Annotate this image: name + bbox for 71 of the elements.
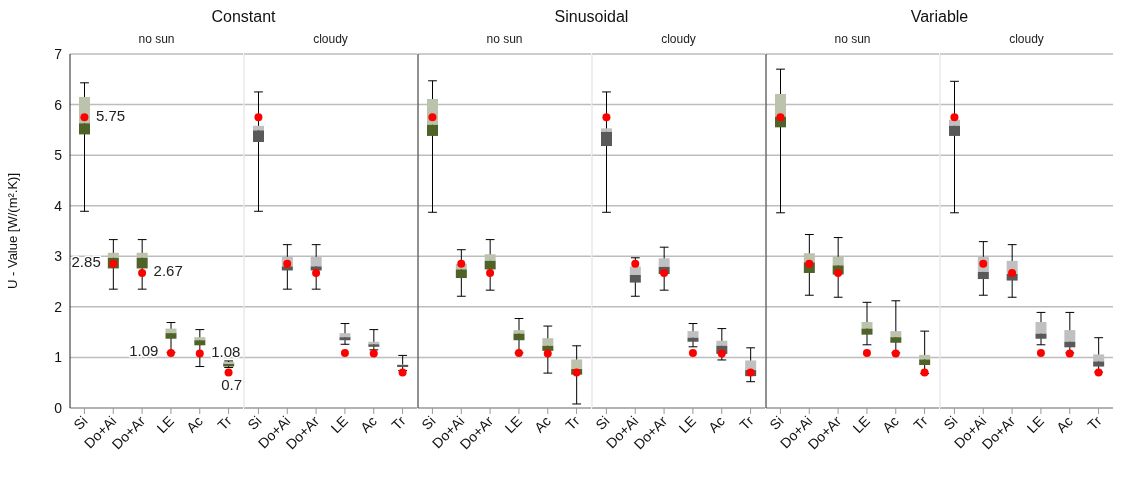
data-label: 5.75: [95, 106, 126, 124]
point: [891, 349, 900, 358]
point: [457, 259, 466, 268]
point: [80, 113, 89, 122]
chart-subtitle: no sun: [833, 32, 872, 46]
point: [1008, 268, 1017, 277]
y-tick-label: 1: [54, 349, 63, 366]
point: [602, 113, 611, 122]
data-label: 0.7: [221, 376, 243, 394]
x-tick-label: LE: [849, 412, 874, 437]
point: [369, 349, 378, 358]
point: [398, 368, 407, 377]
x-tick-label: LE: [327, 412, 352, 437]
point: [543, 349, 552, 358]
x-tick-label: Tr: [388, 412, 409, 434]
point: [166, 348, 175, 357]
point: [776, 113, 785, 122]
x-tick-label: Ac: [183, 412, 206, 436]
x-tick-label: Ac: [1053, 412, 1076, 436]
y-tick-label: 6: [54, 96, 63, 113]
y-tick-label: 7: [54, 45, 63, 62]
x-tick-label: Tr: [214, 412, 235, 434]
point: [224, 368, 233, 377]
x-tick-label: Tr: [1084, 412, 1105, 434]
point: [631, 259, 640, 268]
point: [428, 113, 437, 122]
point: [1036, 348, 1045, 357]
chart-subtitle: cloudy: [660, 32, 697, 46]
point: [254, 113, 263, 122]
x-tick-label: LE: [501, 412, 526, 437]
point: [195, 349, 204, 358]
data-label: 1.09: [129, 342, 159, 360]
data-label: 2.85: [71, 253, 101, 271]
chart-subtitle: cloudy: [312, 32, 349, 46]
y-tick-label: 2: [54, 298, 63, 315]
chart-subtitle: cloudy: [1008, 32, 1045, 46]
x-tick-label: Ac: [879, 412, 902, 436]
point: [688, 348, 697, 357]
point: [717, 349, 726, 358]
point: [1094, 368, 1103, 377]
point: [486, 268, 495, 277]
x-tick-label: LE: [675, 412, 700, 437]
x-tick-label: LE: [1023, 412, 1048, 437]
x-tick-label: Ac: [531, 412, 554, 436]
y-tick-label: 5: [54, 147, 63, 164]
point: [312, 268, 321, 277]
y-axis-title: U - Value [W/(m².K)]: [4, 172, 20, 290]
chart-title: Sinusoidal: [553, 8, 630, 26]
y-tick-label: 4: [54, 197, 63, 214]
point: [920, 368, 929, 377]
point: [950, 113, 959, 122]
x-tick-label: Tr: [562, 412, 583, 434]
point: [805, 259, 814, 268]
chart-title: Variable: [909, 8, 970, 26]
point: [862, 348, 871, 357]
x-tick-label: Ac: [705, 412, 728, 436]
x-tick-label: Tr: [910, 412, 931, 434]
y-tick-label: 0: [54, 399, 63, 416]
data-label: 1.08: [211, 342, 241, 360]
y-tick-label: 3: [54, 248, 63, 265]
chart-subtitle: no sun: [137, 32, 176, 46]
x-tick-label: LE: [153, 412, 178, 437]
point: [340, 348, 349, 357]
point: [514, 348, 523, 357]
x-tick-label: Ac: [357, 412, 380, 436]
point: [1065, 349, 1074, 358]
point: [138, 268, 147, 277]
data-label: 2.67: [153, 262, 183, 280]
x-tick-label: Tr: [736, 412, 757, 434]
chart-subtitle: no sun: [485, 32, 524, 46]
chart-title: Constant: [210, 8, 277, 26]
